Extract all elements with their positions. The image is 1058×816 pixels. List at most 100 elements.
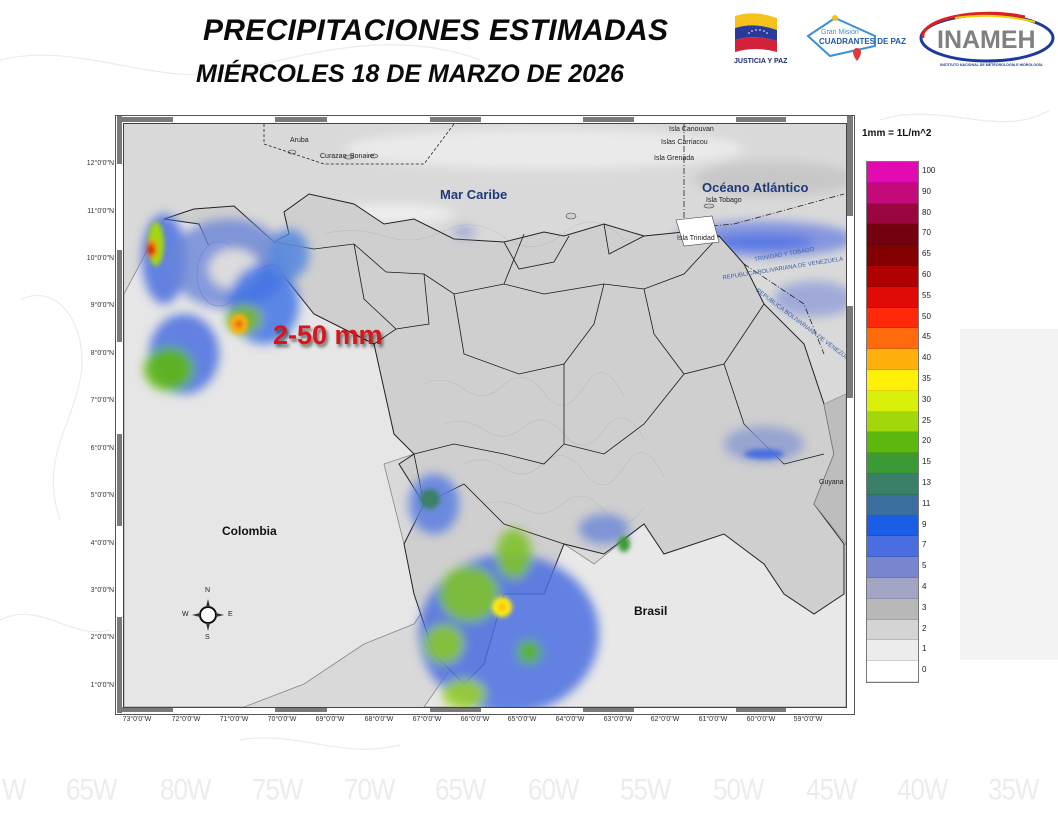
precipitation-legend: 1mm = 1L/m^2 100 90 80 70 65 60 55 50 45 40 35 30 25… bbox=[862, 124, 982, 694]
lat-tick-label: 1°0'0"N bbox=[90, 682, 114, 689]
cuadrantes-logo-line1: Gran Misión bbox=[821, 29, 859, 36]
precipitation-range-annotation: 2-50 mm bbox=[273, 320, 383, 350]
island-label-trinidad: Isla Trinidad bbox=[677, 235, 715, 242]
lat-tick-label: 11°0'0"N bbox=[87, 208, 114, 215]
legend-swatch bbox=[867, 432, 918, 454]
inameh-logo-caption: INSTITUTO NACIONAL DE METEOROLOGÍA E HID… bbox=[940, 62, 1043, 67]
bg-lon-label: 55W bbox=[620, 771, 671, 807]
legend-label: 7 bbox=[922, 540, 927, 550]
lon-tick-label: 65°0'0"W bbox=[507, 716, 537, 723]
bg-lon-label: 45W bbox=[806, 771, 857, 807]
legend-color-bar bbox=[866, 161, 919, 683]
bg-lon-label: 60W bbox=[528, 771, 579, 807]
lon-tick-label: 63°0'0"W bbox=[603, 716, 633, 723]
ocean-label-oceano-atlantico: Océano Atlántico bbox=[702, 180, 809, 195]
bg-lon-label: 35W bbox=[988, 771, 1039, 807]
legend-swatch bbox=[867, 328, 918, 350]
lon-tick-label: 72°0'0"W bbox=[171, 716, 201, 723]
legend-label: 35 bbox=[922, 373, 931, 383]
legend-swatch bbox=[867, 557, 918, 578]
cuadrantes-de-paz-logo-icon bbox=[806, 15, 876, 61]
lat-tick-label: 2°0'0"N bbox=[90, 634, 114, 641]
legend-swatch bbox=[867, 473, 918, 495]
island-label-bonaire: Bonaire bbox=[350, 153, 375, 160]
legend-labels: 100 90 80 70 65 60 55 50 45 40 35 30 25 20 15 13 11 9 7 5 4 3… bbox=[922, 161, 935, 681]
venezuela-flag-icon bbox=[735, 13, 777, 52]
legend-swatch bbox=[867, 640, 918, 662]
legend-label: 70 bbox=[922, 228, 931, 238]
lon-tick-label: 59°0'0"W bbox=[793, 716, 823, 723]
island-label-grenada: Isla Grenada bbox=[654, 155, 695, 162]
legend-swatch bbox=[867, 577, 918, 599]
bg-lon-label: 40W bbox=[897, 771, 948, 807]
legend-label: 20 bbox=[922, 436, 931, 446]
legend-title: 1mm = 1L/m^2 bbox=[862, 128, 932, 139]
legend-swatch bbox=[867, 390, 918, 412]
lon-tick-label: 73°0'0"W bbox=[122, 716, 152, 723]
legend-label: 45 bbox=[922, 332, 931, 342]
map-frame-scale-bars bbox=[117, 116, 853, 713]
legend-label: 1 bbox=[922, 644, 927, 654]
inameh-logo-icon bbox=[919, 11, 1055, 63]
bg-lon-label: 50W bbox=[713, 771, 764, 807]
map-frame: Aruba Curazao Bonaire Isla Canouvan Isla… bbox=[115, 115, 855, 715]
page-subtitle-date: MIÉRCOLES 18 DE MARZO DE 2026 bbox=[196, 60, 624, 88]
legend-label: 30 bbox=[922, 394, 931, 404]
lon-tick-label: 61°0'0"W bbox=[698, 716, 728, 723]
lat-tick-label: 6°0'0"N bbox=[90, 445, 114, 452]
ocean-label-mar-caribe: Mar Caribe bbox=[440, 187, 508, 202]
legend-label: 55 bbox=[922, 290, 931, 300]
legend-swatch bbox=[867, 515, 918, 537]
legend-swatch bbox=[867, 286, 918, 308]
country-label-colombia: Colombia bbox=[222, 524, 277, 538]
compass-rose-icon: N S W E bbox=[180, 585, 240, 645]
legend-swatch bbox=[867, 349, 918, 370]
legend-swatch bbox=[867, 203, 918, 225]
legend-swatch bbox=[867, 494, 918, 516]
legend-swatch bbox=[867, 369, 918, 391]
lat-tick-label: 12°0'0"N bbox=[86, 160, 114, 167]
country-label-brasil: Brasil bbox=[634, 604, 668, 618]
legend-label: 13 bbox=[922, 477, 931, 487]
bg-lon-label: 70W bbox=[344, 771, 395, 807]
legend-label: 25 bbox=[922, 415, 931, 425]
compass-w: W bbox=[182, 611, 189, 618]
lat-tick-label: 10°0'0"N bbox=[86, 255, 114, 262]
bg-lon-label: 75W bbox=[252, 771, 303, 807]
legend-label: 5 bbox=[922, 561, 927, 571]
cuadrantes-logo-line2: CUADRANTES DE PAZ bbox=[819, 37, 906, 46]
legend-swatch bbox=[867, 265, 918, 287]
legend-label: 2 bbox=[922, 623, 927, 633]
lat-tick-label: 5°0'0"N bbox=[90, 492, 114, 499]
compass-n: N bbox=[205, 587, 211, 594]
logos-group: JUSTICIA Y PAZ Gran Misión CUADRANTES DE… bbox=[725, 8, 1055, 78]
lon-tick-label: 60°0'0"W bbox=[746, 716, 776, 723]
bg-lon-label: 65W bbox=[66, 771, 117, 807]
lon-tick-label: 71°0'0"W bbox=[219, 716, 249, 723]
lon-tick-label: 69°0'0"W bbox=[315, 716, 345, 723]
legend-label: 50 bbox=[922, 311, 931, 321]
map-canvas bbox=[124, 124, 846, 707]
legend-label: 4 bbox=[922, 581, 927, 591]
compass-e: E bbox=[228, 611, 233, 618]
lon-tick-label: 62°0'0"W bbox=[650, 716, 680, 723]
legend-swatch bbox=[867, 162, 918, 183]
lon-tick-label: 66°0'0"W bbox=[460, 716, 490, 723]
country-label-guyana: Guyana bbox=[819, 479, 844, 486]
island-label-canouvan: Isla Canouvan bbox=[669, 126, 714, 133]
legend-swatch bbox=[867, 619, 918, 641]
lat-tick-label: 9°0'0"N bbox=[90, 302, 114, 309]
logos-svg: JUSTICIA Y PAZ Gran Misión CUADRANTES DE… bbox=[734, 11, 1055, 67]
legend-label: 40 bbox=[922, 353, 931, 363]
bg-lon-label: 80W bbox=[160, 771, 211, 807]
lon-tick-label: 70°0'0"W bbox=[267, 716, 297, 723]
legend-label: 65 bbox=[922, 249, 931, 259]
legend-swatch bbox=[867, 536, 918, 558]
page-title: PRECIPITACIONES ESTIMADAS bbox=[203, 14, 669, 47]
compass-s: S bbox=[205, 634, 210, 641]
island-label-aruba: Aruba bbox=[290, 137, 309, 144]
justicia-logo-text: JUSTICIA Y PAZ bbox=[734, 58, 788, 65]
legend-swatch bbox=[867, 661, 918, 682]
legend-label: 0 bbox=[922, 665, 927, 675]
